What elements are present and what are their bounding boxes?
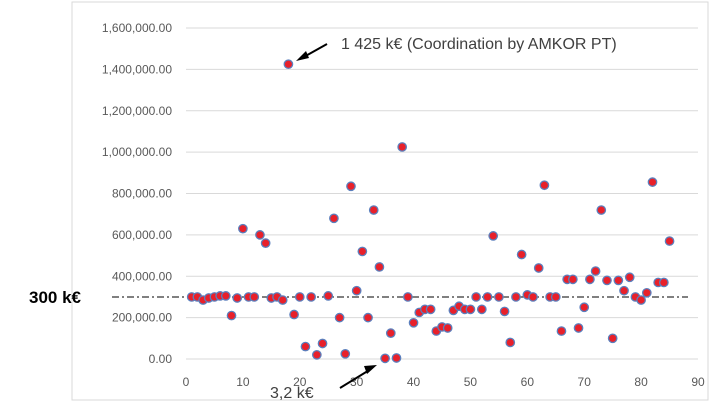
data-point <box>391 353 402 363</box>
x-tick-label: 90 <box>691 375 705 389</box>
data-point <box>659 277 669 288</box>
x-tick-label: 70 <box>578 375 592 389</box>
data-point <box>488 231 499 241</box>
x-tick-label: 60 <box>521 375 535 389</box>
annotation-arrowhead-max <box>296 51 309 61</box>
data-point <box>351 285 362 296</box>
data-point <box>249 292 260 302</box>
data-point <box>550 292 561 302</box>
data-point <box>476 304 487 315</box>
data-point <box>539 180 550 191</box>
x-axis-tick-labels: 0 10 20 30 40 50 60 70 80 90 <box>183 375 705 389</box>
data-point <box>590 266 601 276</box>
data-point <box>408 317 419 328</box>
data-point <box>471 292 481 302</box>
data-point <box>482 292 493 302</box>
data-point <box>357 246 368 257</box>
x-tick-label: 10 <box>236 375 250 389</box>
data-point <box>226 310 237 321</box>
data-point <box>238 223 248 234</box>
data-point <box>363 312 373 323</box>
data-point <box>374 262 385 272</box>
x-tick-label: 30 <box>350 375 364 389</box>
data-point <box>277 295 288 305</box>
data-point <box>340 348 351 359</box>
data-point <box>516 249 527 260</box>
data-point <box>641 287 652 298</box>
data-point <box>397 142 408 152</box>
data-point <box>368 205 379 215</box>
data-point <box>294 292 305 302</box>
y-tick-label: 1,200,000.00 <box>102 104 172 118</box>
y-tick-label: 800,000.00 <box>112 187 172 201</box>
data-point <box>289 309 299 320</box>
x-tick-label: 20 <box>293 375 307 389</box>
data-point <box>533 263 544 273</box>
data-point <box>465 304 476 315</box>
data-point <box>255 230 265 240</box>
data-point <box>602 275 612 286</box>
data-point <box>556 326 567 336</box>
data-point <box>260 238 271 248</box>
data-point <box>425 304 436 315</box>
gridlines <box>186 27 698 360</box>
data-point <box>311 350 322 360</box>
y-tick-label: 0.00 <box>149 352 173 366</box>
x-tick-label: 40 <box>407 375 421 389</box>
y-tick-label: 200,000.00 <box>112 311 172 325</box>
annotation-arrowhead-min <box>364 365 377 374</box>
y-tick-label: 1,000,000.00 <box>102 145 172 159</box>
x-tick-label: 50 <box>464 375 478 389</box>
data-points <box>186 59 675 364</box>
data-point <box>380 353 390 364</box>
data-point <box>317 338 328 349</box>
data-point <box>499 306 510 317</box>
data-point <box>567 274 578 285</box>
data-point <box>505 337 516 348</box>
data-point <box>494 292 504 302</box>
data-point <box>573 323 584 333</box>
y-tick-label: 400,000.00 <box>112 269 172 283</box>
data-point <box>636 295 646 305</box>
data-point <box>334 312 345 323</box>
data-point <box>511 292 521 302</box>
data-point <box>329 213 339 224</box>
data-point <box>579 302 590 313</box>
data-point <box>664 236 675 246</box>
data-point <box>624 272 635 283</box>
data-point <box>306 292 317 302</box>
x-tick-label: 0 <box>183 375 190 389</box>
data-point <box>232 293 243 303</box>
y-axis-tick-labels: 0.00 200,000.00 400,000.00 600,000.00 800,00… <box>102 21 172 366</box>
y-tick-label: 1,400,000.00 <box>102 62 172 76</box>
data-point <box>220 291 231 301</box>
data-point <box>385 328 396 338</box>
data-point <box>619 285 629 296</box>
x-tick-label: 80 <box>634 375 648 389</box>
reference-line-label: 300 k€ <box>29 288 82 307</box>
data-point <box>346 181 356 192</box>
annotation-arrow-min <box>339 368 372 389</box>
data-point <box>528 292 538 302</box>
y-tick-label: 1,600,000.00 <box>102 21 172 35</box>
annotation-min-label: 3,2 k€ <box>270 385 314 402</box>
data-point <box>300 341 311 352</box>
data-point <box>323 291 334 301</box>
data-point <box>596 205 607 215</box>
data-point <box>442 323 453 333</box>
annotation-max-label: 1 425 k€ (Coordination by AMKOR PT) <box>341 36 617 53</box>
y-tick-label: 600,000.00 <box>112 228 172 242</box>
data-point <box>283 59 294 70</box>
data-point <box>403 292 413 302</box>
data-point <box>607 333 618 344</box>
data-point <box>585 274 595 285</box>
data-point <box>647 177 658 187</box>
data-point <box>613 275 624 286</box>
